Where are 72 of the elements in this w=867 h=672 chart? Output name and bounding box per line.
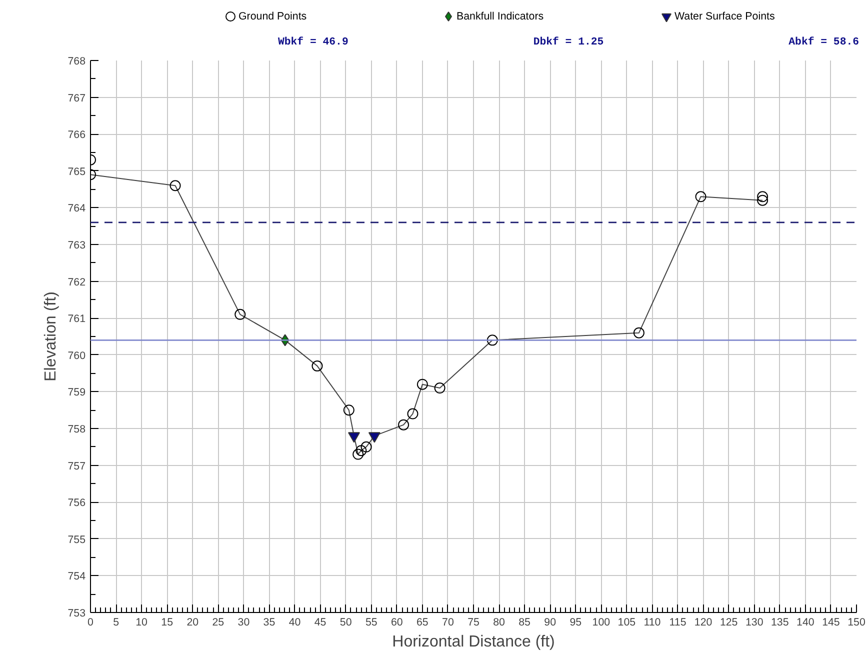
- x-axis-title: Horizontal Distance (ft): [392, 634, 555, 650]
- x-tick-label: 135: [771, 616, 789, 628]
- x-tick-label: 100: [592, 616, 610, 628]
- point: [434, 382, 446, 394]
- legend-label: Water Surface Points: [674, 10, 775, 22]
- y-tick-label: 761: [68, 313, 86, 326]
- point: [757, 191, 768, 202]
- point: [312, 360, 323, 372]
- x-tick-label: 30: [238, 616, 250, 628]
- x-tick-label: 45: [314, 616, 326, 628]
- y-tick-label: 767: [68, 92, 86, 104]
- x-tick-label: 140: [796, 616, 814, 628]
- point: [234, 308, 246, 320]
- x-tick-label: 125: [720, 616, 738, 628]
- y-tick-label: 766: [68, 129, 86, 142]
- point: [360, 441, 372, 452]
- x-tick-label: 115: [669, 616, 686, 628]
- x-tick-label: 0: [88, 616, 94, 628]
- point: [695, 191, 706, 202]
- point: [486, 334, 498, 346]
- x-tick-label: 150: [848, 616, 866, 628]
- point: [170, 180, 181, 192]
- legend-label: Bankfull Indicators: [456, 10, 544, 22]
- point: [356, 445, 367, 456]
- x-tick-label: 85: [518, 616, 531, 628]
- text: Wbkf = 46.9: [278, 36, 348, 48]
- x-tick-label: 145: [822, 616, 840, 628]
- y-tick-label: 753: [68, 608, 86, 620]
- y-tick-label: 759: [68, 386, 86, 399]
- y-axis-title: Elevation (ft): [42, 292, 60, 382]
- x-tick-label: 25: [212, 616, 224, 628]
- x-tick-label: 90: [544, 616, 556, 628]
- x-tick-label: 10: [136, 616, 148, 628]
- x-tick-label: 65: [416, 616, 428, 628]
- line-series: [90, 174, 764, 455]
- point: [633, 327, 644, 338]
- point: [407, 408, 418, 420]
- x-tick-label: 15: [161, 616, 174, 628]
- y-tick-label: 768: [68, 56, 86, 68]
- x-tick-label: 75: [468, 616, 480, 628]
- x-tick-label: 80: [493, 616, 506, 628]
- x-tick-label: 5: [113, 616, 120, 628]
- point: [352, 448, 364, 460]
- text: Dbkf = 1.25: [533, 36, 604, 48]
- point: [343, 404, 354, 416]
- x-tick-label: 120: [694, 616, 712, 628]
- x-tick-label: 60: [390, 616, 403, 628]
- y-tick-label: 756: [68, 497, 86, 510]
- text: Abkf = 58.6: [788, 36, 860, 48]
- x-tick-label: 110: [644, 616, 661, 628]
- x-tick-label: 130: [745, 616, 764, 628]
- y-tick-label: 755: [68, 534, 86, 546]
- x-tick-label: 35: [263, 616, 276, 628]
- legend-label: Ground Points: [238, 10, 307, 22]
- x-tick-label: 50: [340, 616, 352, 628]
- y-tick-label: 754: [68, 570, 86, 583]
- y-tick-label: 763: [68, 240, 86, 252]
- x-tick-label: 40: [288, 616, 301, 628]
- y-tick-label: 758: [68, 424, 86, 436]
- y-tick-label: 765: [68, 166, 86, 178]
- y-tick-label: 757: [68, 460, 86, 472]
- x-tick-label: 105: [618, 616, 636, 628]
- y-tick-label: 764: [68, 202, 86, 215]
- x-tick-label: 95: [570, 616, 582, 628]
- x-tick-label: 20: [186, 616, 199, 628]
- point: [398, 419, 410, 430]
- point: [757, 194, 768, 206]
- x-tick-label: 55: [365, 616, 378, 628]
- y-tick-label: 762: [68, 276, 86, 288]
- x-tick-label: 70: [442, 616, 454, 628]
- y-tick-label: 760: [68, 350, 86, 362]
- point: [416, 378, 428, 390]
